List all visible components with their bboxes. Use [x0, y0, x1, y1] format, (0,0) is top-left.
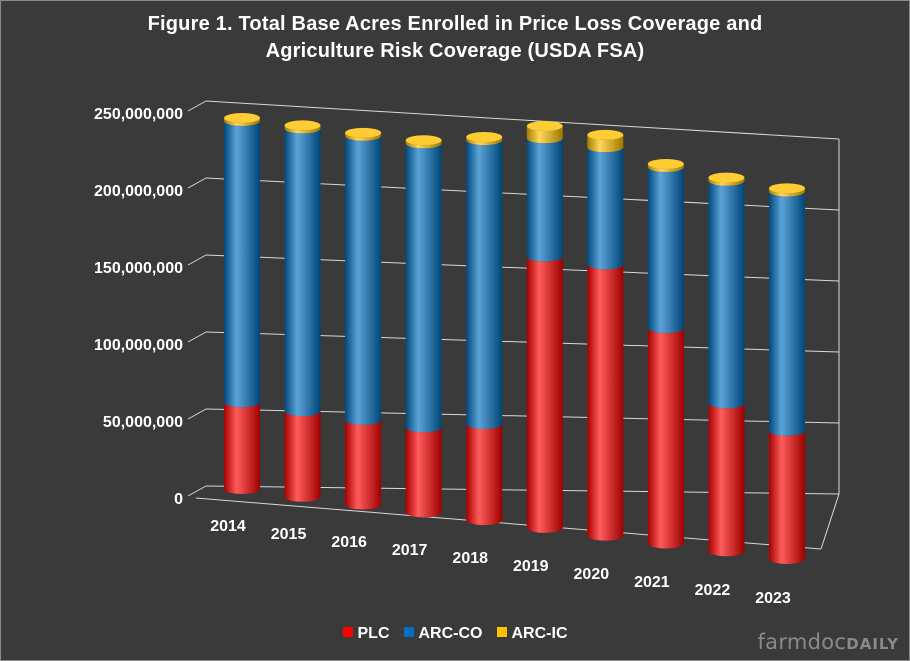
- bar-arc-co-2018: [466, 140, 503, 429]
- legend-label: PLC: [357, 625, 390, 642]
- gridline: [205, 100, 840, 140]
- chart-title: Figure 1. Total Base Acres Enrolled in P…: [1, 11, 909, 65]
- bar-arc-ic-2022: [708, 177, 745, 186]
- legend-item-arc-co: ARC-CO: [403, 625, 483, 643]
- x-tick-label: 2018: [452, 550, 488, 567]
- x-tick-label: 2017: [392, 542, 428, 559]
- x-tick-label: 2016: [331, 534, 367, 551]
- y-tick-label: 0: [174, 491, 183, 508]
- gridline-side: [187, 485, 207, 497]
- y-tick-label: 250,000,000: [94, 106, 183, 123]
- legend-label: ARC-CO: [418, 625, 483, 642]
- gridline-side: [187, 408, 207, 420]
- legend: PLC ARC-CO ARC-IC: [1, 625, 909, 643]
- bar-arc-ic-2020: [587, 134, 624, 153]
- bar-cap-2023: [769, 183, 805, 194]
- legend-swatch: [403, 627, 414, 637]
- bar-arc-co-2020: [587, 147, 624, 270]
- bar-cap-2015: [284, 120, 321, 131]
- bar-arc-co-2017: [405, 143, 442, 433]
- bar-plc-2018: [466, 423, 503, 526]
- bar-plc-2022: [708, 403, 745, 557]
- chart-title-line-2: Agriculture Risk Coverage (USDA FSA): [265, 40, 645, 62]
- bar-plc-2020: [587, 264, 624, 541]
- bar-arc-ic-2017: [405, 140, 442, 149]
- legend-label: ARC-IC: [511, 625, 568, 642]
- brand-suffix: DAILY: [846, 635, 899, 653]
- gridline-side: [187, 331, 207, 343]
- bar-cap-2016: [345, 127, 382, 138]
- bar-arc-co-2022: [708, 180, 745, 409]
- gridline-side: [187, 100, 207, 112]
- x-tick-label: 2020: [574, 566, 610, 583]
- bar-arc-co-2023: [769, 191, 805, 436]
- bar-cap-2018: [466, 132, 503, 143]
- y-tick-label: 100,000,000: [94, 337, 183, 354]
- bar-cap-2022: [708, 172, 745, 183]
- bar-arc-ic-2021: [647, 163, 684, 173]
- bar-plc-2021: [647, 328, 684, 549]
- bar-cap-2014: [224, 112, 260, 123]
- y-tick-label: 200,000,000: [94, 183, 183, 200]
- bar-plc-2015: [284, 411, 321, 502]
- x-tick-label: 2014: [210, 518, 246, 535]
- bar-cap-2020: [587, 129, 624, 140]
- legend-item-plc: PLC: [342, 625, 390, 643]
- bar-arc-ic-2019: [526, 126, 563, 144]
- bar-plc-2019: [526, 256, 563, 533]
- bar-arc-ic-2023: [769, 188, 805, 197]
- bar-arc-ic-2016: [345, 132, 382, 141]
- x-tick-label: 2015: [271, 526, 307, 543]
- gridline-side: [187, 254, 207, 266]
- chart-title-line-1: Figure 1. Total Base Acres Enrolled in P…: [147, 13, 763, 35]
- x-tick-label: 2021: [634, 574, 670, 591]
- x-tick-label: 2023: [755, 590, 791, 607]
- brand-logo: farmdocDAILY: [757, 630, 899, 654]
- x-tick-label: 2019: [513, 558, 549, 575]
- bar-cap-2017: [405, 135, 442, 146]
- bar-arc-co-2014: [224, 120, 260, 408]
- bar-plc-2017: [405, 427, 442, 518]
- x-tick-label: 2022: [695, 582, 731, 599]
- y-tick-label: 150,000,000: [94, 260, 183, 277]
- bar-arc-co-2015: [284, 128, 321, 417]
- floor-right-edge: [820, 493, 840, 550]
- y-tick-label: 50,000,000: [103, 414, 183, 431]
- bar-cap-2019: [526, 121, 563, 132]
- legend-swatch: [342, 627, 353, 637]
- bar-plc-2014: [224, 402, 260, 494]
- bar-cap-2021: [647, 158, 684, 169]
- bar-arc-co-2019: [526, 138, 563, 262]
- bar-plc-2023: [769, 430, 805, 564]
- legend-swatch: [496, 627, 507, 637]
- bar-arc-ic-2018: [466, 137, 503, 146]
- gridline-side: [187, 177, 207, 189]
- bar-plc-2016: [345, 419, 382, 510]
- brand-prefix: farmdoc: [757, 630, 847, 654]
- bar-arc-ic-2015: [284, 125, 321, 134]
- bar-arc-co-2016: [345, 135, 382, 425]
- legend-item-arc-ic: ARC-IC: [496, 625, 568, 643]
- bar-arc-co-2021: [647, 167, 684, 334]
- bar-arc-ic-2014: [224, 117, 260, 126]
